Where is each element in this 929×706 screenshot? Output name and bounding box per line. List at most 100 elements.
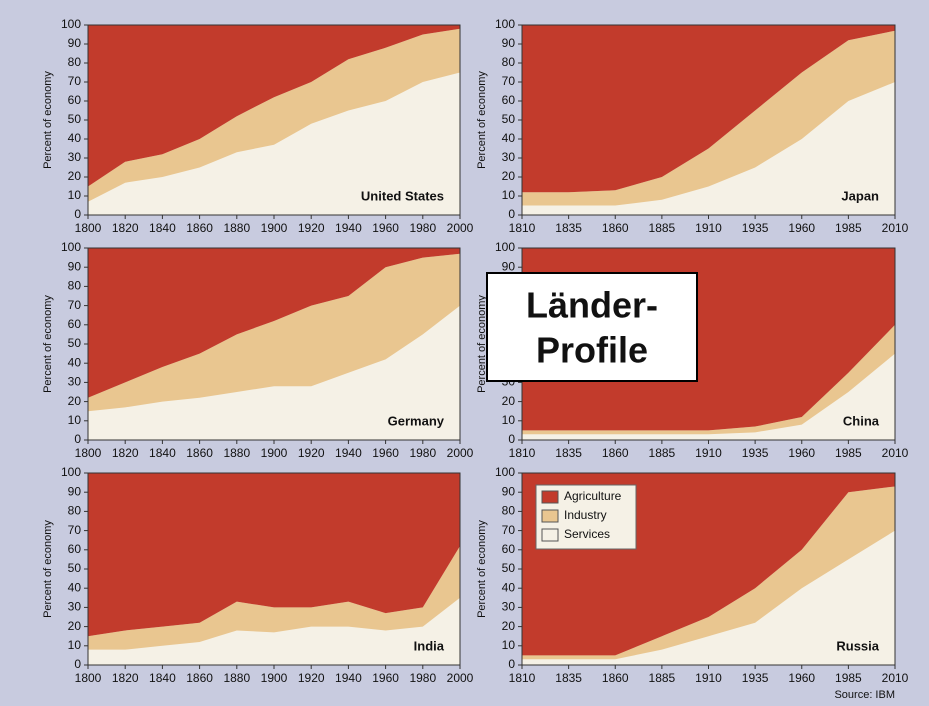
y-axis-label: Percent of economy <box>42 295 54 393</box>
x-tick-label: 1900 <box>261 446 288 460</box>
panel-title: China <box>843 413 880 428</box>
y-tick-label: 90 <box>502 36 516 50</box>
y-tick-label: 90 <box>502 484 516 498</box>
y-tick-label: 60 <box>68 317 82 331</box>
x-tick-label: 1810 <box>509 221 536 235</box>
area-1 <box>522 30 895 206</box>
source-note: Source: IBM <box>834 689 895 701</box>
y-tick-label: 100 <box>61 17 81 31</box>
y-tick-label: 90 <box>68 36 82 50</box>
x-tick-label: 1800 <box>75 221 102 235</box>
x-tick-label: 1985 <box>835 221 862 235</box>
y-tick-label: 90 <box>68 259 82 273</box>
y-tick-label: 20 <box>68 394 82 408</box>
x-tick-label: 1885 <box>649 446 676 460</box>
x-tick-label: 1900 <box>261 671 288 685</box>
x-tick-label: 1960 <box>788 446 815 460</box>
y-tick-label: 10 <box>68 413 82 427</box>
x-tick-label: 1860 <box>186 446 213 460</box>
y-tick-label: 30 <box>502 600 516 614</box>
y-tick-label: 70 <box>68 298 82 312</box>
area-1 <box>522 486 895 660</box>
x-tick-label: 2010 <box>882 446 909 460</box>
x-tick-label: 1860 <box>602 221 629 235</box>
x-tick-label: 1920 <box>298 446 325 460</box>
legend-label: Services <box>564 527 610 541</box>
x-tick-label: 1860 <box>602 671 629 685</box>
y-tick-label: 90 <box>502 259 516 273</box>
y-tick-label: 10 <box>68 188 82 202</box>
y-tick-label: 100 <box>61 465 81 479</box>
x-tick-label: 1960 <box>372 446 399 460</box>
x-tick-label: 1960 <box>788 221 815 235</box>
x-tick-label: 1980 <box>409 671 436 685</box>
x-tick-label: 1980 <box>409 446 436 460</box>
y-tick-label: 20 <box>502 394 516 408</box>
y-tick-label: 100 <box>495 17 515 31</box>
x-tick-label: 1960 <box>372 221 399 235</box>
y-tick-label: 0 <box>508 657 515 671</box>
x-tick-label: 1860 <box>186 671 213 685</box>
y-tick-label: 10 <box>502 413 516 427</box>
y-tick-label: 70 <box>68 523 82 537</box>
area-0 <box>88 473 460 637</box>
y-axis-label: Percent of economy <box>476 71 488 169</box>
y-tick-label: 20 <box>68 619 82 633</box>
y-tick-label: 30 <box>68 150 82 164</box>
y-tick-label: 40 <box>68 580 82 594</box>
x-tick-label: 1960 <box>372 671 399 685</box>
y-tick-label: 50 <box>68 112 82 126</box>
x-tick-label: 1810 <box>509 446 536 460</box>
y-tick-label: 60 <box>502 542 516 556</box>
y-tick-label: 70 <box>502 74 516 88</box>
area-0 <box>88 25 460 187</box>
y-tick-label: 70 <box>502 523 516 537</box>
x-tick-label: 2010 <box>882 671 909 685</box>
area-2 <box>522 82 895 215</box>
y-tick-label: 20 <box>68 169 82 183</box>
x-tick-label: 1920 <box>298 221 325 235</box>
x-tick-label: 1820 <box>112 671 139 685</box>
panel-title: Japan <box>841 188 879 203</box>
overlay-text: Länder- <box>526 285 658 326</box>
x-tick-label: 2000 <box>447 221 474 235</box>
y-tick-label: 30 <box>68 600 82 614</box>
x-tick-label: 1860 <box>186 221 213 235</box>
panel-title: Germany <box>388 413 445 428</box>
area-0 <box>522 25 895 193</box>
y-tick-label: 50 <box>68 561 82 575</box>
panel-title: India <box>414 638 445 653</box>
x-tick-label: 1885 <box>649 221 676 235</box>
overlay-box <box>486 272 698 382</box>
y-tick-label: 10 <box>502 638 516 652</box>
y-axis-label: Percent of economy <box>42 520 54 618</box>
y-axis-label: Percent of economy <box>476 295 488 393</box>
x-tick-label: 1835 <box>555 221 582 235</box>
x-tick-label: 2000 <box>447 671 474 685</box>
x-tick-label: 1810 <box>509 671 536 685</box>
x-tick-label: 1910 <box>695 446 722 460</box>
y-axis-label: Percent of economy <box>42 71 54 169</box>
y-tick-label: 100 <box>495 465 515 479</box>
area-1 <box>88 545 460 650</box>
y-tick-label: 80 <box>502 55 516 69</box>
x-tick-label: 1840 <box>149 221 176 235</box>
x-tick-label: 1900 <box>261 221 288 235</box>
x-tick-label: 1920 <box>298 671 325 685</box>
area-1 <box>88 28 460 202</box>
x-tick-label: 2010 <box>882 221 909 235</box>
x-tick-label: 1880 <box>223 446 250 460</box>
y-tick-label: 40 <box>502 580 516 594</box>
y-tick-label: 50 <box>502 561 516 575</box>
y-tick-label: 10 <box>502 188 516 202</box>
x-tick-label: 1935 <box>742 221 769 235</box>
y-tick-label: 100 <box>61 240 81 254</box>
y-tick-label: 50 <box>502 112 516 126</box>
x-tick-label: 1935 <box>742 671 769 685</box>
y-tick-label: 100 <box>495 240 515 254</box>
area-0 <box>88 248 460 398</box>
y-tick-label: 0 <box>508 432 515 446</box>
y-tick-label: 80 <box>68 504 82 518</box>
y-tick-label: 40 <box>68 131 82 145</box>
y-tick-label: 0 <box>74 207 81 221</box>
